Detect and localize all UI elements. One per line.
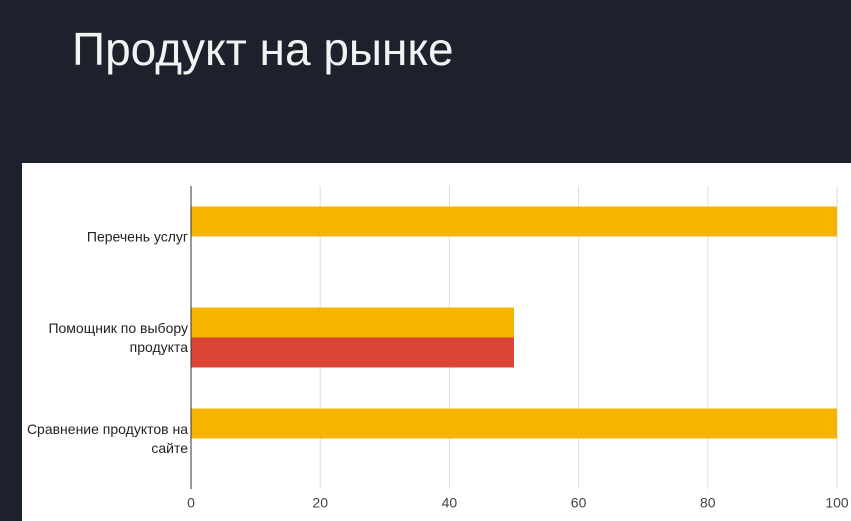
x-tick-label: 20 (312, 495, 328, 511)
bar (191, 337, 514, 368)
bar (191, 307, 514, 338)
y-tick-label: Помощник по выбору продукта (48, 319, 188, 355)
x-tick-label: 0 (187, 495, 195, 511)
x-tick-label: 60 (571, 495, 587, 511)
bar (191, 206, 837, 237)
x-tick-label: 80 (700, 495, 716, 511)
bar (191, 408, 837, 439)
x-tick-label: 100 (825, 495, 849, 511)
slide-title: Продукт на рынке (72, 23, 454, 75)
y-tick-label: Перечень услуг (86, 228, 188, 244)
y-tick-label: Сравнение продуктов на сайте (26, 420, 188, 456)
x-tick-label: 40 (442, 495, 458, 511)
